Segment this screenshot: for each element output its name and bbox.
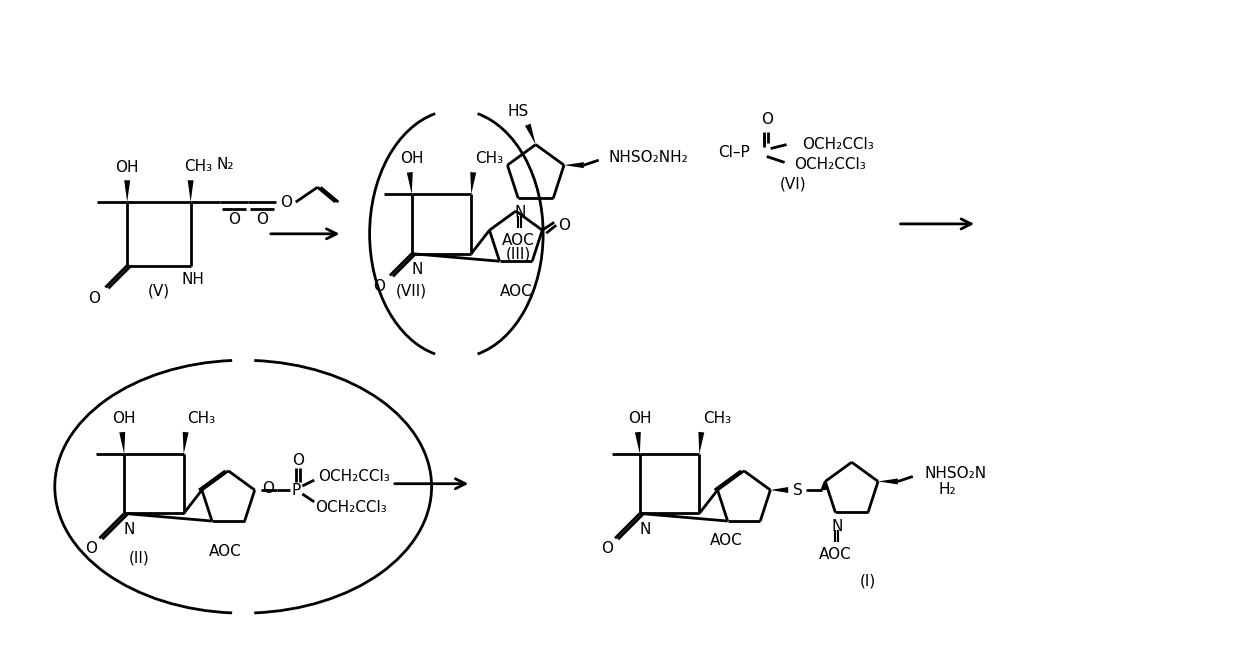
- Text: OH: OH: [115, 160, 139, 175]
- Text: O: O: [86, 540, 98, 556]
- Text: H₂: H₂: [939, 482, 956, 497]
- Polygon shape: [635, 432, 641, 454]
- Text: OCH₂CCl₃: OCH₂CCl₃: [315, 501, 387, 515]
- Polygon shape: [878, 479, 898, 485]
- Polygon shape: [182, 432, 188, 454]
- Text: OH: OH: [401, 151, 424, 166]
- Text: AOC: AOC: [500, 284, 532, 299]
- Text: AOC: AOC: [709, 533, 743, 548]
- Polygon shape: [564, 162, 584, 168]
- Text: O: O: [761, 112, 773, 127]
- Polygon shape: [698, 432, 704, 454]
- Text: AOC: AOC: [502, 233, 534, 247]
- Text: (I): (I): [859, 573, 875, 588]
- Text: AOC: AOC: [818, 546, 852, 562]
- Text: CH₃: CH₃: [703, 411, 732, 426]
- Text: NHSO₂N: NHSO₂N: [924, 466, 987, 481]
- Text: S: S: [794, 483, 804, 497]
- Text: O: O: [558, 217, 570, 233]
- Text: N: N: [832, 519, 843, 534]
- Polygon shape: [470, 172, 476, 194]
- Text: N₂: N₂: [217, 157, 234, 172]
- Text: P: P: [291, 483, 301, 497]
- Text: OCH₂CCl₃: OCH₂CCl₃: [317, 469, 389, 483]
- Text: O: O: [373, 279, 386, 294]
- Text: OCH₂CCl₃: OCH₂CCl₃: [795, 157, 866, 172]
- Text: AOC: AOC: [210, 544, 242, 559]
- Text: (VII): (VII): [397, 284, 428, 299]
- Text: HS: HS: [507, 104, 528, 119]
- Text: CH₃: CH₃: [187, 411, 216, 426]
- Text: N: N: [410, 262, 423, 277]
- Text: O: O: [601, 540, 613, 556]
- Text: O: O: [255, 212, 268, 227]
- Polygon shape: [187, 180, 193, 202]
- Text: (VI): (VI): [780, 177, 807, 192]
- Text: N: N: [639, 522, 651, 537]
- Text: O: O: [293, 453, 304, 468]
- Text: (V): (V): [148, 284, 170, 299]
- Text: NH: NH: [181, 272, 205, 287]
- Polygon shape: [124, 180, 130, 202]
- Text: (II): (II): [129, 550, 150, 566]
- Polygon shape: [822, 481, 828, 490]
- Text: O: O: [88, 291, 100, 306]
- Text: OH: OH: [113, 411, 136, 426]
- Text: O: O: [280, 195, 291, 210]
- Text: N: N: [515, 205, 526, 219]
- Text: CH₃: CH₃: [185, 159, 212, 174]
- Polygon shape: [407, 172, 413, 194]
- Polygon shape: [119, 432, 125, 454]
- Polygon shape: [770, 487, 789, 493]
- Text: O: O: [228, 212, 241, 227]
- Text: N: N: [124, 522, 135, 537]
- Text: NHSO₂NH₂: NHSO₂NH₂: [609, 150, 688, 164]
- Polygon shape: [525, 123, 536, 145]
- Text: OCH₂CCl₃: OCH₂CCl₃: [802, 137, 874, 152]
- Text: CH₃: CH₃: [475, 151, 503, 166]
- Text: O: O: [263, 481, 274, 495]
- Text: OH: OH: [629, 411, 651, 426]
- Text: Cl–P: Cl–P: [718, 145, 750, 160]
- Text: (III): (III): [506, 247, 531, 261]
